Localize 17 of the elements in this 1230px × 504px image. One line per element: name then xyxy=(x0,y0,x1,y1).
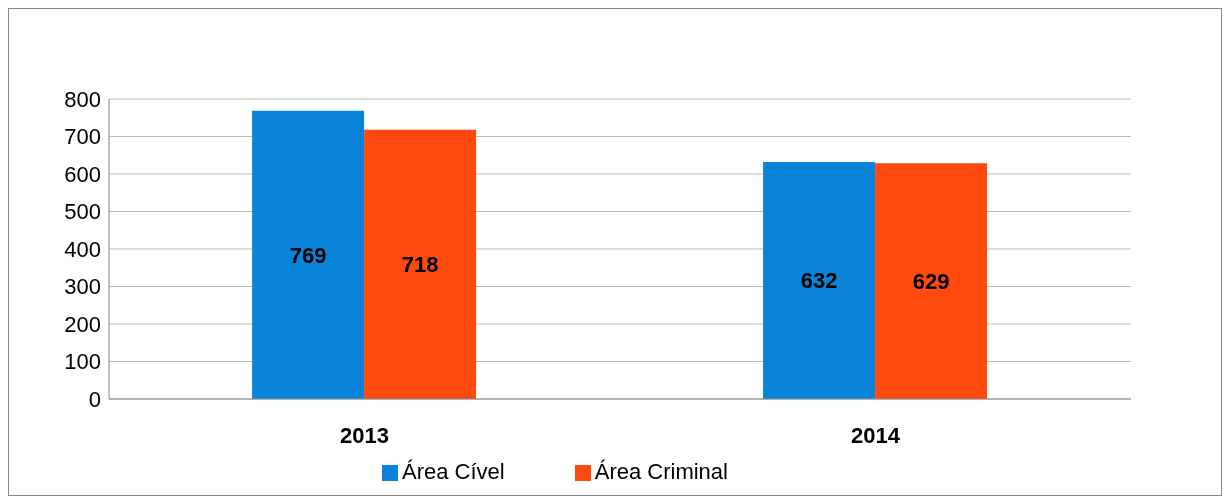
data-label: 632 xyxy=(800,268,838,294)
y-tick-label: 600 xyxy=(64,161,101,187)
data-label: 769 xyxy=(289,242,327,268)
legend-label: Área Criminal xyxy=(594,459,728,484)
y-tick-label: 200 xyxy=(64,311,101,337)
legend-label: Área Cível xyxy=(402,459,505,484)
data-label: 629 xyxy=(912,268,950,294)
x-tick-label: 2014 xyxy=(851,422,901,448)
y-tick-label: 500 xyxy=(64,199,101,225)
y-tick-label: 700 xyxy=(64,124,101,150)
y-tick-label: 800 xyxy=(64,86,101,112)
data-label: 718 xyxy=(401,252,439,278)
y-tick-label: 400 xyxy=(64,236,101,262)
y-tick-label: 0 xyxy=(88,386,101,412)
y-tick-label: 300 xyxy=(64,274,101,300)
y-tick-label: 100 xyxy=(64,349,101,375)
x-tick-label: 2013 xyxy=(340,422,389,448)
